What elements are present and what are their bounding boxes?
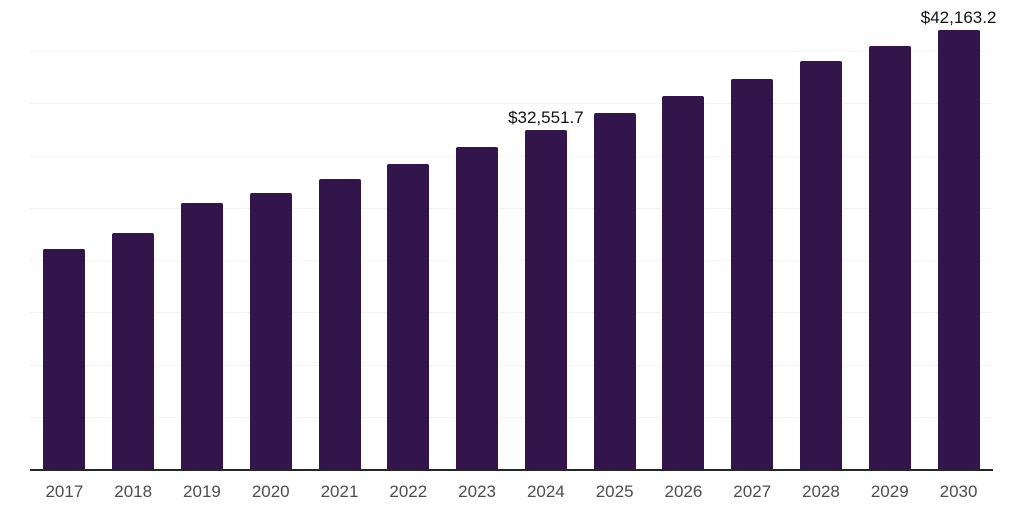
bar-2022 [387,163,430,470]
bar-slot-2019 [168,0,237,470]
x-tick-label-2022: 2022 [389,481,428,501]
x-tick-label-2021: 2021 [320,481,359,501]
bar-slot-2030 [924,0,993,470]
bar-slot-2020 [236,0,305,470]
gridline-20000 [30,260,993,262]
gridline-40000 [30,51,993,53]
bar-2019 [180,202,223,470]
bar-2029 [868,45,911,470]
x-tick-label-2019: 2019 [183,481,221,501]
value-label-2024: $32,551.7 [508,108,584,128]
value-label-2030: $42,163.2 [920,7,997,27]
gridline-35000 [30,103,993,105]
bar-slot-2029 [855,0,924,470]
x-axis-line [30,469,993,471]
x-tick-label-2026: 2026 [664,481,703,501]
bar-2028 [799,61,842,470]
bar-2025 [593,113,636,470]
plot-area: $32,551.7 $42,163.2 [30,0,996,470]
x-tick-label-2023: 2023 [458,481,496,501]
gridline-30000 [30,155,993,157]
bars-row [30,0,993,470]
bar-2023 [456,146,499,470]
bar-2018 [112,233,155,470]
bar-2030 [937,29,980,470]
gridline-5000 [30,416,993,418]
bar-2026 [662,96,705,470]
x-tick-label-2030: 2030 [939,481,978,501]
bar-2017 [43,248,86,470]
bar-2024 [524,130,567,470]
bar-slot-2023 [443,0,512,470]
x-tick-label-2025: 2025 [595,481,634,501]
x-tick-label-2028: 2028 [802,481,840,501]
bar-2027 [731,78,774,470]
bar-2021 [318,178,361,470]
x-tick-label-2024: 2024 [526,481,565,501]
x-tick-label-2018: 2018 [114,481,153,501]
x-tick-label-2027: 2027 [733,481,772,501]
bar-slot-2025 [580,0,649,470]
gridline-15000 [30,312,993,314]
bar-slot-2026 [649,0,718,470]
x-tick-label-2017: 2017 [45,481,84,501]
bar-slot-2022 [374,0,443,470]
x-tick-label-2029: 2029 [870,481,909,501]
bar-2020 [249,192,292,470]
gridline-10000 [30,364,993,366]
bar-slot-2017 [30,0,99,470]
bar-slot-2024 [511,0,580,470]
x-axis-labels: 2017 2018 2019 2020 2021 2022 2023 2024 2025 2026… [30,471,993,511]
bar-slot-2021 [305,0,374,470]
bar-slot-2018 [99,0,168,470]
bar-slot-2028 [787,0,856,470]
gridline-25000 [30,207,993,209]
x-tick-label-2020: 2020 [251,481,290,501]
bar-slot-2027 [718,0,787,470]
